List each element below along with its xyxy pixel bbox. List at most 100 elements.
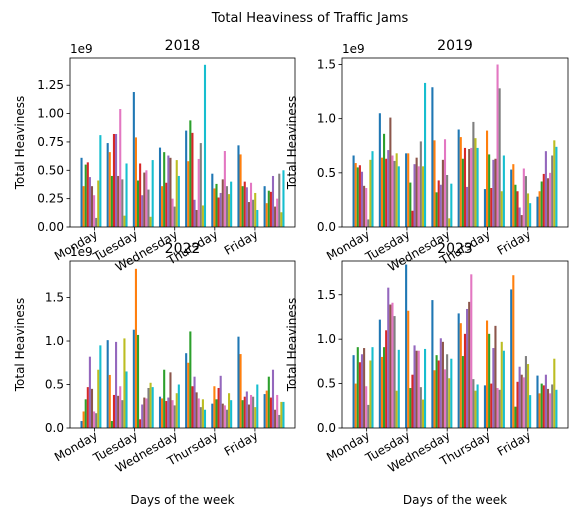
bar [139,419,142,428]
bar [483,385,486,428]
bar [219,192,222,227]
bar [245,187,248,227]
x-axis-label: Days of the week [130,493,234,507]
bar [358,362,361,428]
bar [136,334,140,428]
bar [409,182,412,227]
bar [177,384,180,428]
bar [82,186,85,227]
figure-suptitle: Total Heaviness of Traffic Jams [211,11,409,26]
bar [115,341,118,428]
bar [387,287,390,428]
bar [450,183,453,227]
bar [211,403,214,428]
bar [443,369,447,428]
bar [99,345,102,428]
bar [132,329,135,428]
axis-offset-text: 1e9 [70,42,93,56]
bar [276,394,279,428]
y-axis-label: Total Heaviness [13,96,27,191]
bar [163,152,166,227]
y-tick-label: 0.0 [45,421,64,435]
bar [551,155,554,227]
bar [108,152,111,227]
bar [151,387,154,428]
bar [237,145,240,227]
bar [239,354,242,428]
bar [84,164,87,227]
bar [421,166,424,227]
bar [441,159,444,227]
bar [500,341,503,428]
bar [99,135,102,227]
bar [147,387,150,428]
bar [223,405,226,428]
bar [97,180,100,227]
bar [433,140,436,227]
bar [125,371,128,428]
axes-frame [69,57,296,228]
bar [431,300,434,428]
bar [141,404,144,428]
bar [476,147,479,227]
bar [380,356,384,428]
bar [544,374,547,428]
bar [393,316,396,428]
bar [163,369,166,428]
bar [195,209,198,227]
bar [516,191,519,227]
bars [352,264,558,428]
y-tick-label: 0.75 [37,135,64,149]
bar [282,170,285,227]
bar [197,158,200,227]
bar [494,158,497,227]
bars [80,64,285,227]
bar [526,193,530,227]
bar [203,409,207,428]
bar [254,192,257,227]
bar [110,421,113,428]
bar [199,143,202,227]
bar [540,181,543,227]
bar [395,390,398,428]
bar [419,141,422,227]
bar [498,389,501,428]
bar [187,362,190,428]
bar [221,403,224,428]
bar [488,333,491,428]
bar [363,185,366,227]
bar [158,396,162,428]
bar [119,109,122,227]
bar [354,163,357,227]
bar [228,393,231,428]
bar [265,390,268,428]
bar [553,140,556,227]
bar [385,158,388,227]
bar [492,348,495,428]
bar [93,411,96,428]
bar [520,215,523,227]
bar [538,393,541,428]
bar [230,400,233,428]
bar [187,161,190,227]
y-tick-label: 0.0 [317,421,336,435]
bar [267,190,270,227]
x-axis-label: Days of the week [403,493,507,507]
bar [555,389,558,428]
bar [542,173,545,227]
bar [95,217,98,227]
bar [280,401,283,428]
bar [367,219,370,227]
bar [536,196,539,227]
bar [169,157,172,227]
bar [185,353,188,428]
bar [249,394,253,428]
bar [421,399,424,428]
bar [243,396,246,428]
bar [510,289,513,428]
bar [117,395,120,428]
bar [419,387,422,428]
axes-frame [341,260,569,429]
bar [514,406,517,428]
